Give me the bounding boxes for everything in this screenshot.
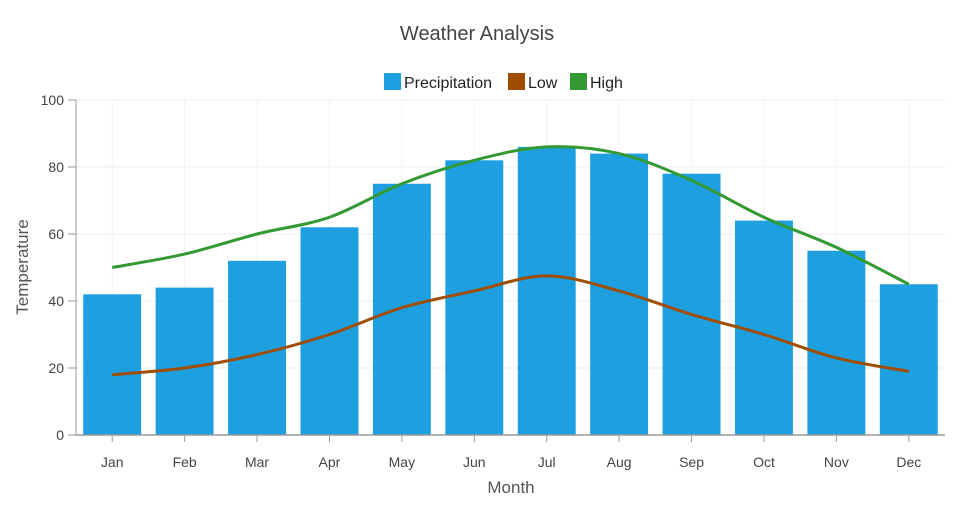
- x-tick-label-aug: Aug: [607, 454, 632, 470]
- x-tick-label-dec: Dec: [896, 454, 921, 470]
- tick-labels: 0 20 40 60 80 100 Jan Feb Mar Apr May Jun Jul Aug Sep O…: [41, 92, 922, 470]
- bar-mar: [228, 260, 287, 435]
- y-tick-label: 100: [41, 92, 65, 108]
- x-tick-label-nov: Nov: [824, 454, 849, 470]
- legend-label-precipitation: Precipitation: [404, 75, 492, 92]
- x-tick-label-jul: Jul: [538, 454, 556, 470]
- temperature-lines: [111, 145, 910, 377]
- x-tick-label-sep: Sep: [679, 454, 704, 470]
- y-axis-title: Temperature: [13, 219, 32, 314]
- bar-apr: [300, 227, 359, 435]
- precipitation-bars: [83, 146, 938, 436]
- legend-swatch-high: [570, 73, 587, 90]
- line-high: [111, 145, 910, 286]
- legend-label-high: High: [590, 75, 623, 92]
- bar-jan: [83, 294, 142, 435]
- y-tick-label: 40: [48, 293, 64, 309]
- bar-dec: [879, 284, 938, 435]
- x-tick-label-jun: Jun: [463, 454, 486, 470]
- bar-may: [372, 183, 431, 435]
- y-tick-label: 60: [48, 226, 64, 242]
- y-tick-label: 20: [48, 360, 64, 376]
- axes: [68, 99, 945, 442]
- x-tick-label-feb: Feb: [173, 454, 197, 470]
- x-tick-label-jan: Jan: [101, 454, 124, 470]
- bar-jul: [517, 146, 576, 435]
- legend-label-low: Low: [528, 75, 558, 92]
- bar-feb: [155, 287, 214, 435]
- chart-title: Weather Analysis: [400, 23, 554, 45]
- x-tick-label-may: May: [389, 454, 415, 470]
- y-tick-label: 0: [56, 427, 64, 443]
- y-tick-label: 80: [48, 159, 64, 175]
- legend: Precipitation Low High: [384, 73, 623, 92]
- legend-swatch-low: [508, 73, 525, 90]
- bar-jun: [445, 160, 504, 436]
- legend-swatch-precipitation: [384, 73, 401, 90]
- bar-sep: [662, 173, 721, 435]
- x-tick-label-mar: Mar: [245, 454, 269, 470]
- x-tick-label-apr: Apr: [319, 454, 341, 470]
- bar-nov: [807, 250, 866, 435]
- line-low: [112, 274, 910, 377]
- x-tick-label-oct: Oct: [753, 454, 775, 470]
- x-axis-title: Month: [487, 478, 534, 497]
- bar-aug: [590, 153, 649, 435]
